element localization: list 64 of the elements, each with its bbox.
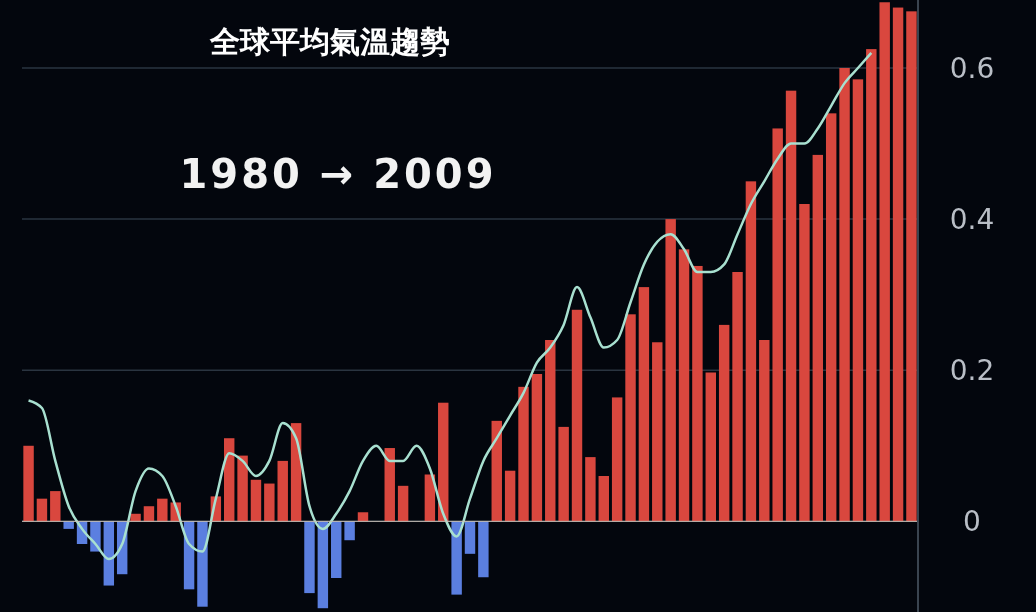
bar bbox=[665, 219, 676, 522]
bar bbox=[424, 474, 436, 522]
bar bbox=[879, 2, 890, 522]
bar bbox=[237, 455, 248, 522]
bar bbox=[250, 479, 262, 522]
bar bbox=[277, 460, 288, 522]
bar bbox=[732, 272, 743, 522]
y-tick-label: 0.2 bbox=[949, 354, 995, 388]
bar bbox=[384, 448, 395, 522]
bar bbox=[103, 521, 115, 586]
bar bbox=[692, 265, 703, 522]
bar bbox=[491, 420, 502, 522]
bar bbox=[504, 470, 516, 522]
bar bbox=[558, 426, 569, 522]
bar bbox=[478, 521, 489, 578]
bar bbox=[678, 249, 690, 522]
bar bbox=[317, 521, 329, 609]
y-tick-label: 0.6 bbox=[949, 51, 995, 85]
bar bbox=[745, 181, 757, 522]
bar bbox=[224, 438, 235, 522]
bar bbox=[638, 287, 650, 522]
bar bbox=[397, 485, 409, 522]
bar bbox=[785, 90, 797, 522]
bar bbox=[598, 476, 609, 522]
bar bbox=[531, 374, 543, 522]
bar bbox=[331, 521, 342, 578]
bar bbox=[304, 521, 315, 594]
bar bbox=[839, 68, 850, 522]
bar bbox=[611, 397, 623, 522]
bar bbox=[718, 324, 730, 522]
bar bbox=[799, 204, 810, 522]
bar bbox=[451, 521, 462, 595]
bar bbox=[518, 386, 529, 522]
bar bbox=[23, 445, 34, 522]
bar bbox=[852, 79, 864, 522]
bar bbox=[759, 340, 770, 522]
bar bbox=[143, 506, 155, 522]
bar bbox=[906, 11, 917, 522]
y-tick-label: 0.4 bbox=[949, 202, 995, 236]
bar bbox=[585, 457, 596, 522]
bar bbox=[357, 512, 369, 522]
bar bbox=[130, 513, 141, 522]
bar bbox=[50, 491, 61, 522]
bar bbox=[63, 521, 74, 529]
bar bbox=[464, 521, 476, 554]
bar bbox=[866, 49, 877, 522]
text: 全球平均氣溫趨勢 bbox=[209, 24, 450, 59]
bar bbox=[197, 521, 208, 607]
bar bbox=[705, 372, 717, 522]
bar bbox=[812, 154, 824, 522]
bar bbox=[157, 498, 168, 522]
bar bbox=[344, 521, 355, 541]
text: 1980 → 2009 bbox=[179, 151, 497, 197]
bar bbox=[652, 342, 663, 522]
bar bbox=[772, 128, 783, 522]
bar bbox=[545, 340, 556, 522]
bar bbox=[36, 498, 48, 522]
bar bbox=[571, 309, 583, 522]
bar bbox=[892, 7, 904, 522]
bar bbox=[264, 483, 275, 522]
y-tick-label: 0 bbox=[963, 505, 981, 539]
bar bbox=[825, 113, 837, 522]
bar bbox=[625, 314, 636, 522]
bar bbox=[438, 402, 449, 522]
